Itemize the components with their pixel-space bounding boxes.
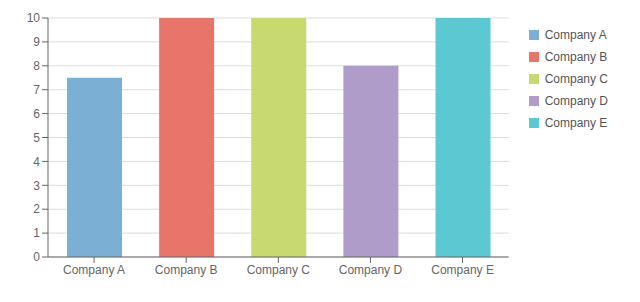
svg-text:4: 4 (33, 155, 40, 169)
html-text:Company B: Company B (544, 50, 608, 64)
svg-text:7: 7 (33, 83, 40, 97)
svg-text:Company A: Company A (63, 263, 125, 277)
svg-text:10: 10 (27, 11, 41, 25)
svg-text:1: 1 (33, 226, 40, 240)
svg-text:8: 8 (33, 59, 40, 73)
svg-text:Company B: Company B (155, 263, 218, 277)
svg-text:6: 6 (33, 107, 40, 121)
svg-text:0: 0 (33, 250, 40, 264)
svg-text:Company D: Company D (339, 263, 403, 277)
svg-text:5: 5 (33, 131, 40, 145)
html-text:Company C: Company C (544, 72, 608, 86)
svg-text:3: 3 (33, 179, 40, 193)
html-text:Company A: Company A (544, 28, 607, 42)
svg-text:9: 9 (33, 35, 40, 49)
svg-text:2: 2 (33, 202, 40, 216)
html-text:Company E: Company E (544, 116, 608, 130)
html-text:Company D: Company D (544, 94, 608, 108)
svg-text:Company E: Company E (431, 263, 494, 277)
svg-text:Company C: Company C (247, 263, 311, 277)
